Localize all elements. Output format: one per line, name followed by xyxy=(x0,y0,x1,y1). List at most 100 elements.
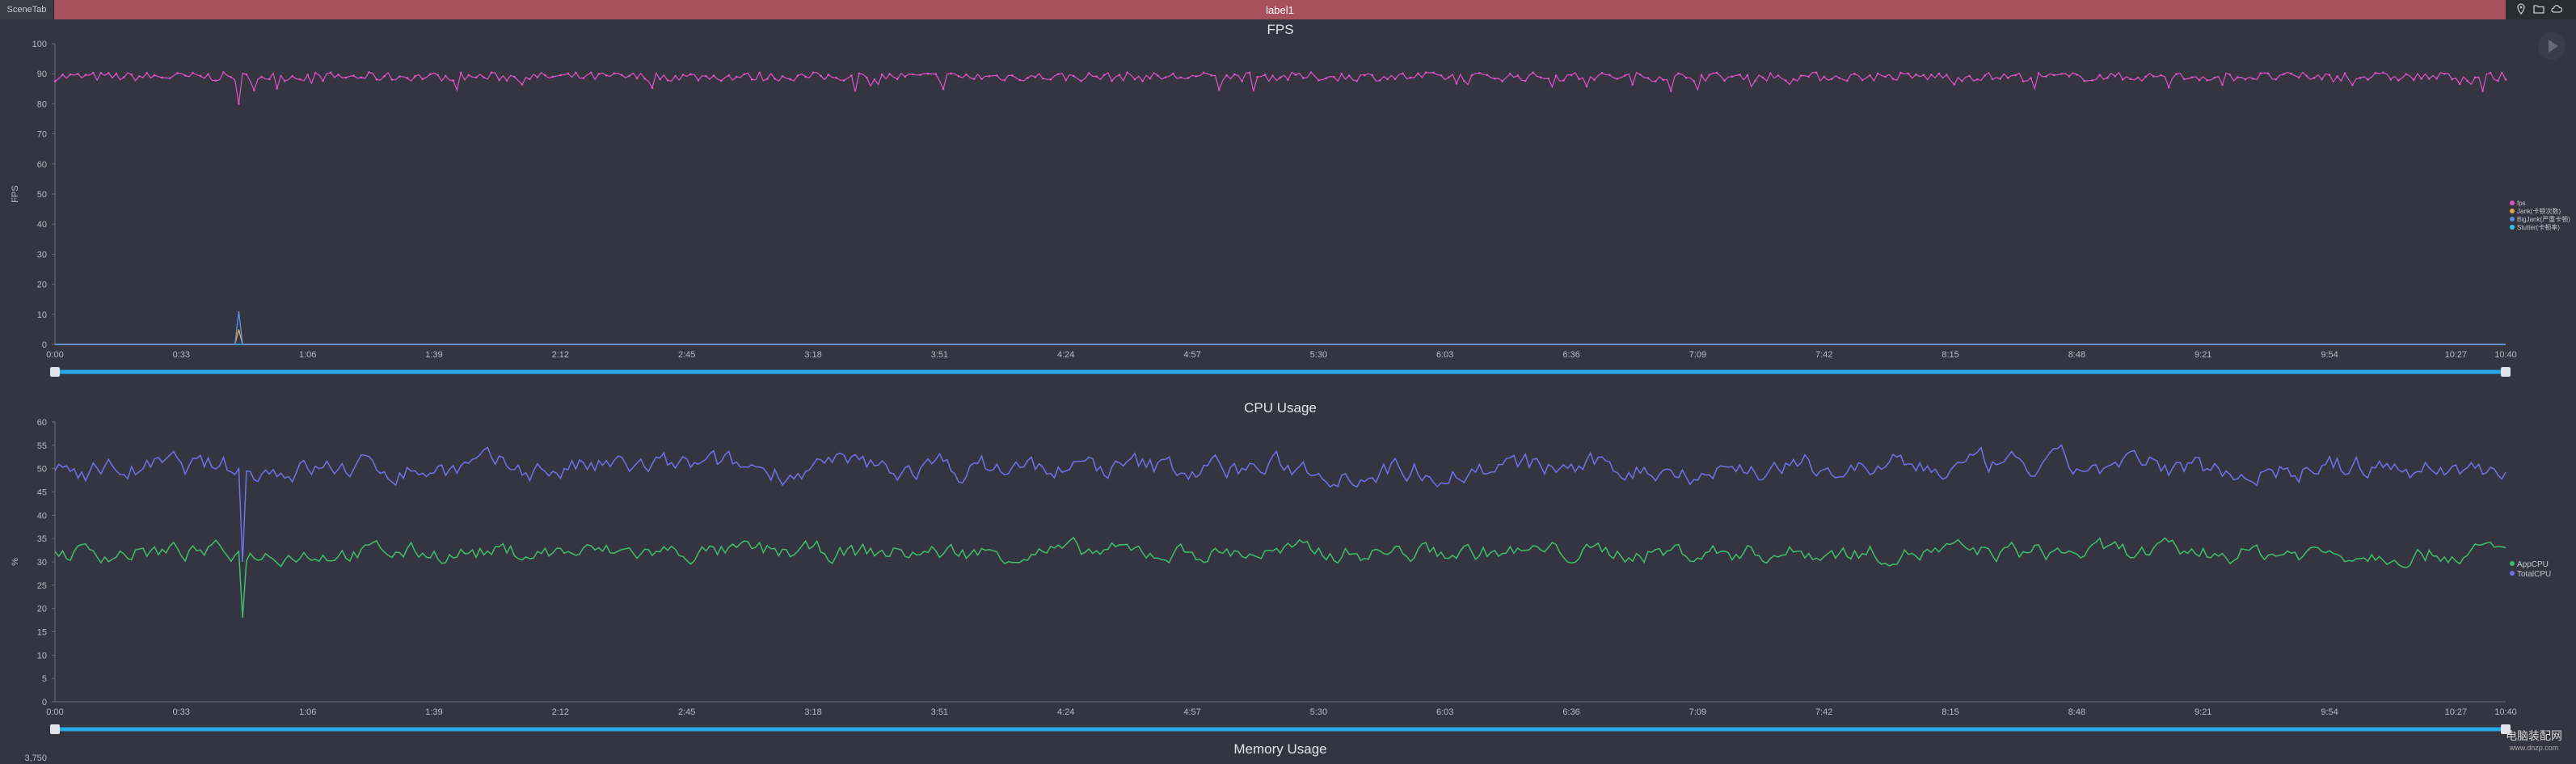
fps-point xyxy=(1838,77,1840,79)
fps-point xyxy=(1355,79,1359,82)
x-tick-label: 8:48 xyxy=(2068,350,2085,360)
fps-point xyxy=(145,72,148,74)
cloud-icon[interactable] xyxy=(2551,3,2563,15)
fps-point xyxy=(1424,71,1427,74)
fps-point xyxy=(2045,75,2047,78)
y-tick-label: 0 xyxy=(42,698,47,707)
fps-point xyxy=(743,73,746,75)
fps-point xyxy=(2497,79,2499,82)
fps-point xyxy=(2182,78,2186,81)
x-tick-label: 0:33 xyxy=(173,707,190,717)
fps-point xyxy=(130,74,133,76)
fps-point xyxy=(1179,76,1183,79)
fps-point xyxy=(765,78,769,80)
chart-title-0: FPS xyxy=(1267,22,1293,37)
x-tick-label: 10:27 xyxy=(2445,707,2468,717)
fps-point xyxy=(1347,74,1351,77)
fps-point xyxy=(2336,74,2338,78)
fps-point xyxy=(1233,73,1236,76)
fps-point xyxy=(153,74,156,77)
fps-point xyxy=(2420,78,2423,80)
fps-point xyxy=(1111,79,1113,82)
fps-point xyxy=(306,74,309,76)
fps-point xyxy=(137,74,141,78)
y-tick-label: 25 xyxy=(37,581,47,591)
fps-point xyxy=(1639,73,1642,76)
fps-point xyxy=(276,87,279,90)
fps-point xyxy=(1516,74,1520,77)
fps-point xyxy=(659,78,661,81)
fps-point xyxy=(2473,76,2477,79)
fps-point xyxy=(1946,74,1948,76)
fps-point xyxy=(804,75,807,78)
x-tick-label: 3:51 xyxy=(931,350,948,360)
fps-point xyxy=(168,77,171,80)
label-bar[interactable]: label1 xyxy=(54,0,2506,19)
play-icon[interactable] xyxy=(2538,32,2565,60)
fps-point xyxy=(183,74,187,77)
legend-marker xyxy=(2510,225,2515,230)
fps-point xyxy=(1884,75,1887,78)
fps-point xyxy=(1761,76,1764,79)
fps-point xyxy=(720,79,723,82)
x-tick-label: 9:54 xyxy=(2321,350,2338,360)
series-line-jank xyxy=(55,329,2506,345)
fps-point xyxy=(1646,77,1650,79)
fps-point xyxy=(2489,71,2492,74)
fps-point xyxy=(1363,74,1366,77)
fps-point xyxy=(613,72,615,75)
fps-point xyxy=(122,76,125,79)
fps-point xyxy=(268,78,271,81)
fps-point xyxy=(689,73,692,76)
fps-point xyxy=(2144,75,2147,78)
fps-point xyxy=(436,74,440,77)
fps-point xyxy=(2014,74,2017,77)
scene-tab[interactable]: SceneTab xyxy=(0,0,54,19)
fps-point xyxy=(1600,71,1604,74)
x-tick-label: 10:40 xyxy=(2494,707,2517,717)
location-icon[interactable] xyxy=(2515,3,2527,15)
legend-item: BigJank(严重卡顿) xyxy=(2517,215,2570,223)
fps-point xyxy=(858,72,861,75)
fps-point xyxy=(950,72,952,75)
fps-point xyxy=(1524,79,1527,82)
y-tick-label: 3,750 xyxy=(24,753,47,763)
y-tick-label: 30 xyxy=(37,558,47,568)
fps-point xyxy=(536,76,539,78)
fps-point xyxy=(291,74,294,78)
fps-point xyxy=(881,73,883,76)
legend-item: fps xyxy=(2517,200,2526,207)
legend-item: AppCPU xyxy=(2517,560,2549,569)
x-tick-label: 6:36 xyxy=(1562,350,1579,360)
fps-point xyxy=(1049,78,1052,81)
fps-point xyxy=(996,74,998,77)
fps-point xyxy=(1876,72,1879,75)
fps-point xyxy=(161,76,163,79)
fps-point xyxy=(1739,74,1741,76)
fps-point xyxy=(375,78,378,81)
fps-point xyxy=(1440,74,1443,77)
fps-point xyxy=(1455,82,1458,85)
series-line-bigjank xyxy=(55,311,2506,345)
fps-point xyxy=(2114,75,2117,78)
fps-point xyxy=(1869,74,1871,77)
fps-point xyxy=(2374,71,2377,74)
fps-point xyxy=(781,74,784,78)
fps-point xyxy=(245,73,248,76)
fps-point xyxy=(1210,74,1213,77)
fps-point xyxy=(620,74,623,77)
fps-point xyxy=(2359,77,2362,79)
legend-marker xyxy=(2510,209,2515,213)
fps-point xyxy=(2266,72,2270,74)
fps-point xyxy=(2435,77,2439,80)
fps-point xyxy=(383,74,386,78)
fps-point xyxy=(1593,78,1596,82)
fps-point xyxy=(2244,78,2247,81)
fps-point xyxy=(1800,74,1802,77)
x-tick-label: 6:03 xyxy=(1436,350,1453,360)
folder-icon[interactable] xyxy=(2533,3,2544,15)
fps-point xyxy=(1325,77,1328,80)
x-tick-label: 5:30 xyxy=(1310,707,1327,717)
fps-point xyxy=(490,71,493,74)
x-tick-label: 2:45 xyxy=(678,350,695,360)
